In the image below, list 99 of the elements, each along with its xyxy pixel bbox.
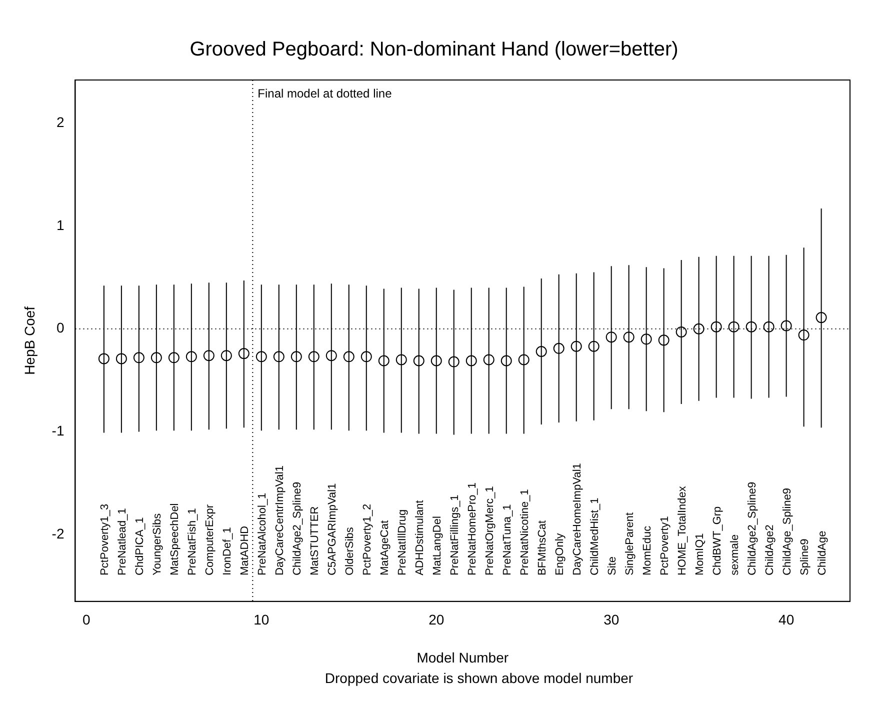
annotation: PreNatNicotine_1 xyxy=(518,489,531,576)
text: Dropped covariate is shown above model number xyxy=(324,670,634,686)
point xyxy=(570,340,582,352)
annotation: C5APGARImpVal1 xyxy=(326,483,338,576)
point xyxy=(326,350,337,362)
y-axis-title: HepB Coef xyxy=(21,306,38,375)
point xyxy=(816,312,827,324)
annotation: OlderSibs xyxy=(344,526,356,576)
annotation: PreNatFillings_1 xyxy=(448,494,461,576)
annotation: PreNatOrgMerc_1 xyxy=(484,486,496,576)
annotation: Site xyxy=(606,556,618,576)
annotation: PreNatTuna_1 xyxy=(501,504,514,576)
annotation: BFMthsCat xyxy=(536,520,548,576)
point xyxy=(168,352,180,364)
point xyxy=(133,352,144,364)
annotation: MatAgeCat xyxy=(378,520,391,576)
x-tick-label: 30 xyxy=(604,612,620,628)
point xyxy=(273,351,284,362)
annotation: ADHDstimulant xyxy=(414,500,426,576)
annotation: PreNatHomePro_1 xyxy=(466,482,478,576)
annotation: ChdBWT_Grp xyxy=(711,506,724,576)
annotation: HOME_TotalIndex xyxy=(676,486,688,576)
annotation: ChildAge2 xyxy=(764,524,776,576)
annotation: ChildAge xyxy=(816,530,828,576)
point xyxy=(430,355,442,366)
point xyxy=(238,348,250,360)
annotation: Spline9 xyxy=(798,538,811,576)
annotation: ChildMedHist_1 xyxy=(588,498,601,576)
y-tick-label: 2 xyxy=(56,114,64,130)
annotation: IronDef_1 xyxy=(221,527,234,576)
point xyxy=(466,355,477,366)
point xyxy=(676,326,687,338)
x-axis-title: Model Number xyxy=(416,649,509,666)
annotation: EngOnly xyxy=(554,532,566,576)
y-tick-label: 1 xyxy=(56,216,64,233)
annotation: PctPoverty1 xyxy=(658,516,671,576)
point xyxy=(290,351,302,362)
annotation: DayCareCentrImpVal1 xyxy=(274,466,286,576)
annotation: PreNatAlcohol_1 xyxy=(256,492,268,576)
point xyxy=(448,356,460,368)
point xyxy=(500,355,512,366)
point xyxy=(98,353,110,364)
point xyxy=(186,351,197,362)
ref-line-label: Final model at dotted line xyxy=(258,86,392,100)
annotation: YoungerSibs xyxy=(151,512,164,576)
annotation: ComputerExpr xyxy=(204,504,216,576)
point xyxy=(640,334,652,345)
annotation: PctPoverty1_3 xyxy=(98,504,111,576)
chart-title: Grooved Pegboard: Non-dominant Hand (lower=better) xyxy=(190,38,678,61)
point xyxy=(658,334,670,346)
point xyxy=(396,354,407,366)
point xyxy=(780,320,792,332)
point xyxy=(483,354,494,366)
annotation: MatSpeechDel xyxy=(168,503,181,576)
annotation: ChildAge2_Spline9 xyxy=(291,482,304,576)
point xyxy=(553,342,564,354)
point xyxy=(116,353,127,364)
annotation: PreNatIllDrug xyxy=(396,509,408,576)
y-tick-label: -1 xyxy=(52,422,64,439)
point xyxy=(623,332,634,343)
annotation: MatADHD xyxy=(238,526,251,576)
point xyxy=(308,351,320,362)
point xyxy=(588,340,600,352)
annotation: PctPoverty1_2 xyxy=(361,504,374,576)
annotation: ChdPICA_1 xyxy=(134,517,146,576)
point xyxy=(536,346,547,357)
annotation: MomIQ1 xyxy=(694,533,706,576)
point xyxy=(256,351,267,362)
point xyxy=(360,351,372,362)
x-tick-label: 10 xyxy=(254,612,270,628)
annotation: ChildAge_Spline9 xyxy=(781,488,794,576)
point xyxy=(763,321,774,332)
x-tick-label: 0 xyxy=(82,612,91,628)
point xyxy=(746,321,757,332)
annotation: ChildAge2_Spline9 xyxy=(746,482,758,576)
point xyxy=(378,355,390,366)
point xyxy=(798,330,810,341)
point xyxy=(710,321,722,332)
annotation: MatSTUTTER xyxy=(308,506,321,576)
y-tick-label: 0 xyxy=(56,320,64,336)
annotation: DayCareHomeImpVal1 xyxy=(571,463,584,576)
point xyxy=(693,323,704,334)
x-tick-label: 20 xyxy=(428,612,444,628)
point xyxy=(606,332,617,343)
x-tick-label: 40 xyxy=(778,612,794,628)
point xyxy=(413,355,424,366)
annotation: sexmale xyxy=(728,534,741,576)
annotation: SingleParent xyxy=(624,512,636,576)
annotation: MatLangDel xyxy=(431,516,444,576)
point xyxy=(203,350,214,362)
point xyxy=(220,350,232,362)
y-tick-label: -2 xyxy=(52,525,64,542)
annotation: PreNatFish_1 xyxy=(186,508,198,576)
annotation: MomEduc xyxy=(641,525,654,576)
annotation: PreNatlead_1 xyxy=(116,508,128,576)
point xyxy=(728,321,740,332)
point xyxy=(518,354,530,366)
point xyxy=(343,351,354,362)
point xyxy=(150,352,162,364)
